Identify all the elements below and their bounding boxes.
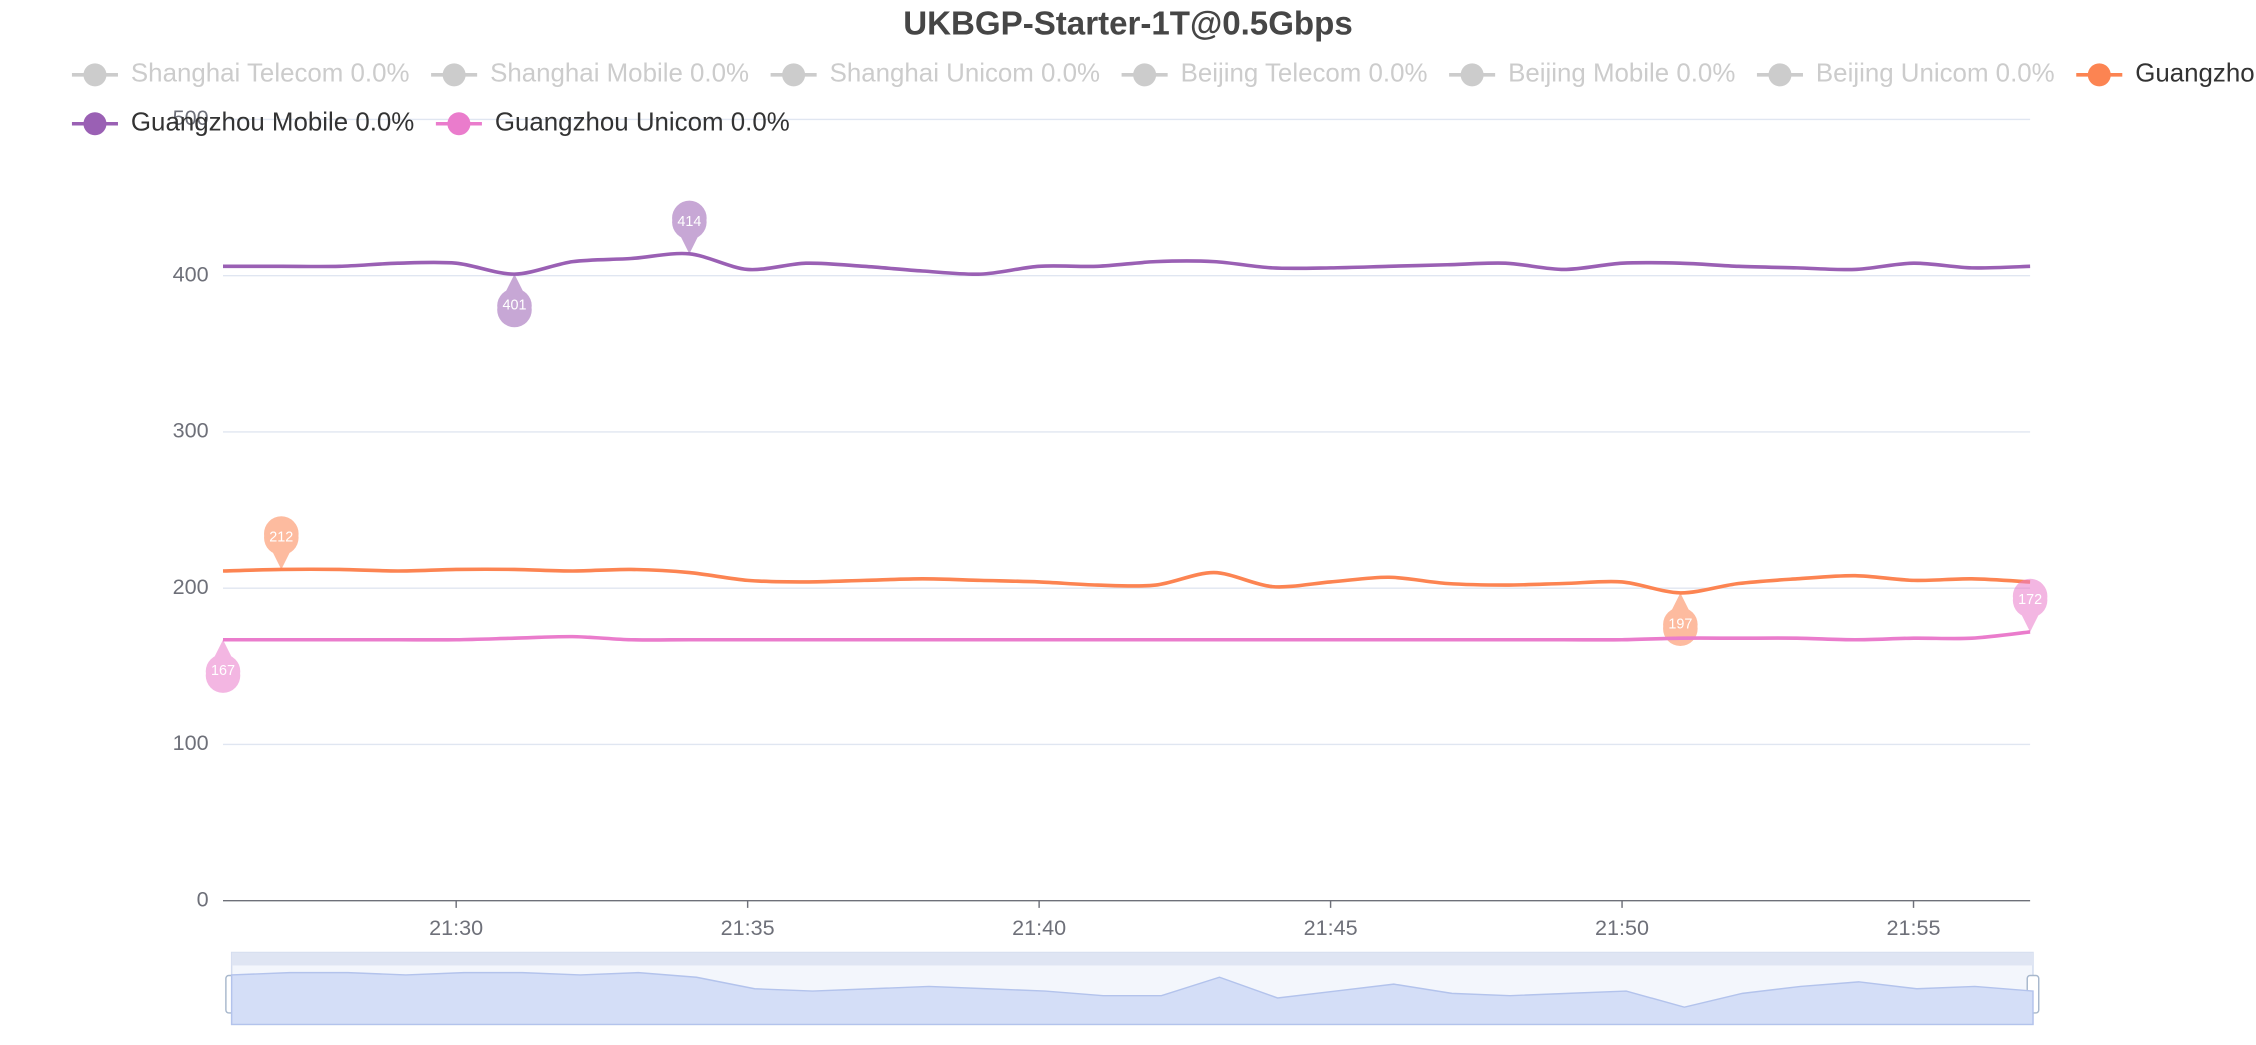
zoom-handle-bar[interactable] <box>231 952 2033 966</box>
legend-dot <box>782 63 806 87</box>
pin-marker <box>672 200 707 254</box>
legend-dot <box>2087 63 2111 87</box>
pin-label: 401 <box>502 298 526 314</box>
zoom-area <box>230 971 2034 1026</box>
legend-item[interactable]: Shanghai Unicom 0.0% <box>770 60 1100 88</box>
legend-label: Shanghai Mobile 0.0% <box>490 60 749 88</box>
x-tick-label: 21:55 <box>1887 915 1941 940</box>
legend-label: Beijing Telecom 0.0% <box>1181 60 1428 88</box>
pin-head <box>205 654 241 689</box>
legend-dot <box>1768 63 1792 87</box>
x-tick-label: 21:45 <box>1304 915 1358 940</box>
chart-title: UKBGP-Starter-1T@0.5Gbps <box>903 6 1353 43</box>
legend-item[interactable]: Beijing Telecom 0.0% <box>1121 60 1428 88</box>
pin-marker <box>2012 578 2048 632</box>
x-tick-label: 21:30 <box>429 915 483 940</box>
legend-item[interactable]: Guangzhou Telecom 0.0% <box>2076 60 2256 88</box>
legend-item[interactable]: Guangzhou Unicom 0.0% <box>435 109 790 137</box>
legend-label: Guangzhou Telecom 0.0% <box>2135 60 2256 88</box>
pin-head <box>1663 607 1698 642</box>
legend-dot <box>1133 63 1157 87</box>
pin-label: 212 <box>269 530 293 546</box>
pin-marker <box>264 516 299 570</box>
pin-marker <box>1663 592 1698 647</box>
pin-label: 197 <box>1668 616 1692 632</box>
y-tick-label: 400 <box>173 261 209 286</box>
legend-label: Shanghai Telecom 0.0% <box>131 60 410 88</box>
pin-head <box>264 520 299 556</box>
legend-dot <box>83 112 107 136</box>
pin-label: 167 <box>211 663 235 679</box>
series-line <box>223 630 2031 642</box>
legend-label: Shanghai Unicom 0.0% <box>830 60 1100 88</box>
x-tick-label: 21:50 <box>1595 915 1649 940</box>
legend-label: Guangzhou Mobile 0.0% <box>131 109 414 137</box>
pin-label: 414 <box>677 214 701 230</box>
legend-dot <box>447 112 471 136</box>
x-tick-label: 21:40 <box>1012 915 1066 940</box>
y-tick-label: 300 <box>173 418 209 443</box>
pin-head <box>672 204 707 240</box>
legend-item[interactable]: Guangzhou Mobile 0.0% <box>71 109 414 137</box>
pin-marker <box>205 639 241 693</box>
y-tick-label: 200 <box>173 574 209 599</box>
series-line <box>222 567 2031 595</box>
legend-item[interactable]: Beijing Unicom 0.0% <box>1756 60 2055 88</box>
pin-head <box>497 288 532 324</box>
y-tick-label: 0 <box>197 886 209 911</box>
series-line <box>223 251 2031 277</box>
y-tick-label: 100 <box>173 730 209 755</box>
legend-item[interactable]: Beijing Mobile 0.0% <box>1449 60 1735 88</box>
legend-item[interactable]: Shanghai Telecom 0.0% <box>71 60 410 88</box>
legend-dot <box>1460 63 1484 87</box>
legend-label: Beijing Unicom 0.0% <box>1816 60 2055 88</box>
legend-dot <box>442 63 466 87</box>
legend-dot <box>83 63 107 87</box>
x-tick-label: 21:35 <box>721 915 775 940</box>
pin-head <box>2012 583 2048 618</box>
pin-label: 172 <box>2018 592 2042 608</box>
legend-item[interactable]: Shanghai Mobile 0.0% <box>431 60 749 88</box>
legend-label: Beijing Mobile 0.0% <box>1508 60 1735 88</box>
pin-marker <box>497 274 532 328</box>
y-tick-label: 500 <box>173 105 209 130</box>
legend-label: Guangzhou Unicom 0.0% <box>495 109 790 137</box>
